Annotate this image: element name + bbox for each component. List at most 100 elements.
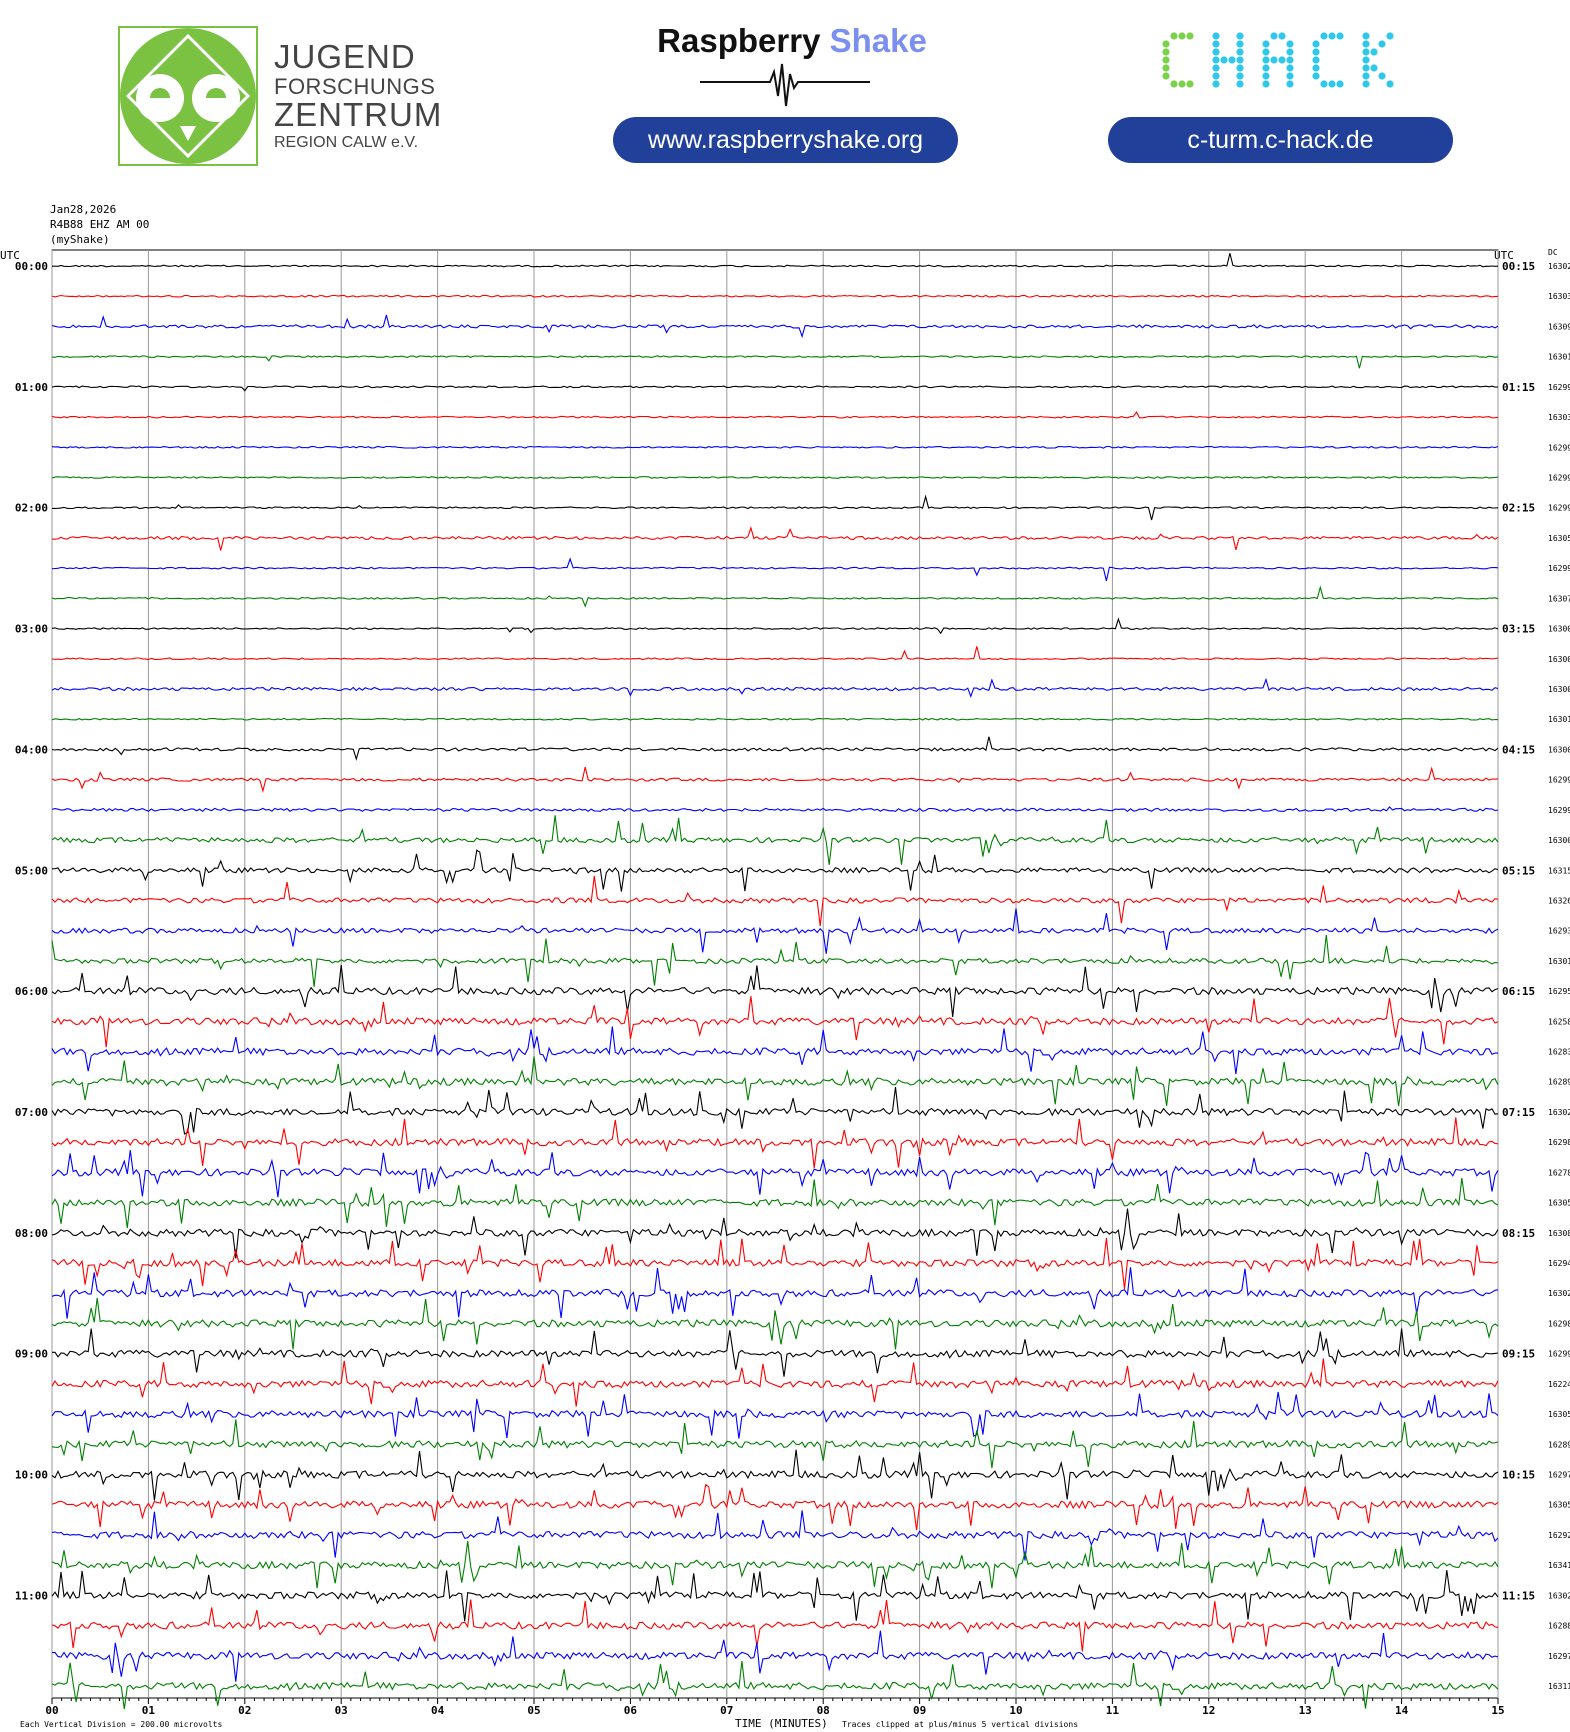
chack-logo-dot: [1220, 56, 1228, 64]
utc-left-label: UTC: [0, 249, 20, 262]
dc-value-label: 16341: [1548, 1561, 1570, 1570]
chack-logo-dot: [1162, 48, 1170, 56]
hour-label-left: 10:00: [15, 1469, 48, 1482]
scale-note: Each Vertical Division = 200.00 microvol…: [20, 1720, 223, 1729]
hour-label-right: 08:15: [1502, 1227, 1535, 1240]
dc-value-label: 16258: [1548, 1017, 1570, 1026]
hour-label-left: 05:00: [15, 864, 48, 877]
dc-value-label: 16300: [1548, 836, 1570, 845]
dc-value-label: 16299: [1548, 383, 1570, 392]
trace-line: [51, 1540, 1499, 1589]
chack-logo-dot: [1370, 48, 1378, 56]
chack-logo-dot: [1236, 56, 1244, 64]
chack-logo-dot: [1162, 72, 1170, 80]
trace-line: [51, 1483, 1499, 1531]
hour-label-right: 11:15: [1502, 1589, 1535, 1602]
trace-line: [51, 585, 1499, 608]
chack-logo-dot: [1212, 56, 1220, 64]
trace-line: [51, 1087, 1499, 1135]
x-tick-label: 03: [335, 1704, 348, 1717]
x-tick-label: 05: [527, 1704, 540, 1717]
x-tick-label: 12: [1202, 1704, 1215, 1717]
x-tick-label: 01: [142, 1704, 156, 1717]
dc-value-label: 16299: [1548, 564, 1570, 573]
x-tick-label: 02: [238, 1704, 251, 1717]
hour-label-left: 01:00: [15, 381, 48, 394]
trace-line: [51, 1630, 1499, 1682]
trace-line: [51, 1150, 1499, 1198]
dc-value-label: 16302: [1548, 1591, 1570, 1600]
chack-logo-dot: [1212, 40, 1220, 48]
trace-line: [52, 1328, 1499, 1377]
hour-label-right: 01:15: [1502, 381, 1535, 394]
trace-line: [51, 385, 1499, 392]
chack-logo-dot: [1386, 32, 1394, 40]
trace-line: [51, 766, 1499, 794]
hour-label-right: 03:15: [1502, 623, 1535, 636]
dc-value-label: 16300: [1548, 745, 1570, 754]
trace-line: [51, 314, 1499, 339]
chack-logo-dot: [1170, 32, 1178, 40]
chack-logo-dot: [1162, 40, 1170, 48]
trace-line: [51, 526, 1499, 551]
dc-value-label: 16294: [1548, 1259, 1570, 1268]
chack-logo-dot: [1212, 32, 1220, 40]
chack-logo-dot: [1362, 40, 1370, 48]
dc-value-label: 16305: [1548, 1199, 1570, 1208]
chack-logo-dot: [1178, 32, 1186, 40]
chack-logo-dot: [1236, 64, 1244, 72]
hour-label-right: 09:15: [1502, 1348, 1535, 1361]
jfz-line-4: REGION CALW e.V.: [274, 134, 419, 151]
trace-line: [51, 875, 1499, 927]
x-tick-label: 11: [1106, 1704, 1120, 1717]
trace-line: [51, 677, 1499, 699]
chack-logo-dot: [1236, 32, 1244, 40]
chack-logo-dot: [1312, 48, 1320, 56]
dc-value-label: 16326: [1548, 896, 1570, 905]
chack-logo-dot: [1228, 56, 1236, 64]
chack-logo-dot: [1286, 72, 1294, 80]
chack-logo-dot: [1186, 32, 1194, 40]
raspberry-shake-url-link[interactable]: www.raspberryshake.org: [613, 117, 958, 163]
trace-line: [51, 557, 1499, 582]
hour-label-right: 06:15: [1502, 985, 1535, 998]
chack-logo-dot: [1320, 80, 1328, 88]
x-tick-label: 13: [1299, 1704, 1312, 1717]
chack-logo-dot: [1328, 80, 1336, 88]
station-label: R4B88 EHZ AM 00: [50, 218, 150, 231]
chack-logo-dot: [1236, 80, 1244, 88]
dc-value-label: 16300: [1548, 685, 1570, 694]
trace-line: [51, 1208, 1499, 1259]
dc-value-label: 16224: [1548, 1380, 1570, 1389]
trace-line: [51, 1391, 1499, 1439]
chack-logo-dot: [1286, 40, 1294, 48]
hour-label-left: 06:00: [15, 985, 48, 998]
hour-label-right: 05:15: [1502, 864, 1535, 877]
dc-value-label: 16299: [1548, 443, 1570, 452]
chack-logo-dot: [1336, 80, 1344, 88]
chack-logo-dot: [1186, 80, 1194, 88]
dc-value-label: 16311: [1548, 1682, 1570, 1691]
trace-line: [51, 736, 1499, 761]
trace-line: [51, 1026, 1499, 1075]
chack-logo-dot: [1336, 32, 1344, 40]
dc-value-label: 16299: [1548, 776, 1570, 785]
dc-value-label: 16293: [1548, 927, 1570, 936]
dc-value-label: 16298: [1548, 1138, 1570, 1147]
chack-logo-dot: [1236, 48, 1244, 56]
dc-value-label: 16305: [1548, 1410, 1570, 1419]
trace-line: [51, 849, 1499, 892]
jfz-owl-logo: [118, 26, 258, 166]
chack-url-link[interactable]: c-turm.c-hack.de: [1108, 117, 1453, 163]
dc-value-label: 16299: [1548, 1350, 1570, 1359]
chack-logo-dot: [1162, 64, 1170, 72]
hour-label-left: 11:00: [15, 1589, 48, 1602]
chack-logo-dot: [1362, 48, 1370, 56]
dc-value-label: 16303: [1548, 413, 1570, 422]
dc-value-label: 16297: [1548, 1471, 1570, 1480]
trace-line: [51, 717, 1499, 721]
trace-line: [51, 1449, 1499, 1501]
chack-logo-dot: [1262, 40, 1270, 48]
chack-logo-dot: [1262, 48, 1270, 56]
